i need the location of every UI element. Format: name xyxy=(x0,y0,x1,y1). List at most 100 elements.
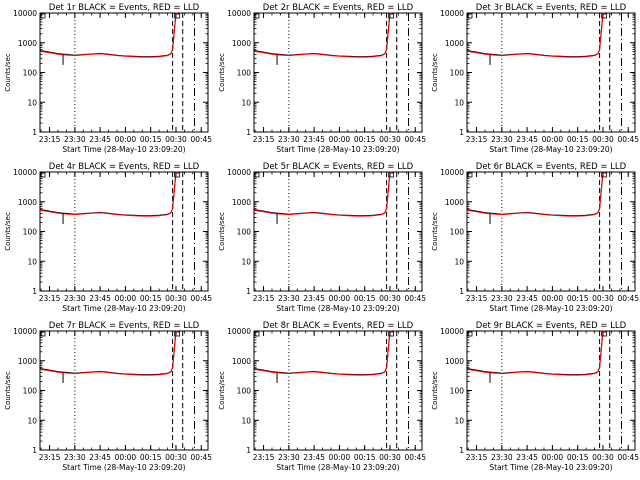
x-axis-label: Start Time (28-May-10 23:09:20) xyxy=(489,304,612,313)
x-tick-label: 00:15 xyxy=(140,135,162,144)
x-tick-label: 23:30 xyxy=(64,453,86,462)
y-tick-label: 1000 xyxy=(445,357,464,366)
x-tick-label: 23:15 xyxy=(466,135,488,144)
y-tick-label: 1 xyxy=(246,128,251,137)
x-tick-label: 00:45 xyxy=(617,135,639,144)
x-tick-label: 23:45 xyxy=(516,135,538,144)
x-tick-label: 23:30 xyxy=(491,453,513,462)
panel-title: Det 8r BLACK = Events, RED = LLD xyxy=(263,321,414,331)
x-tick-label: 00:15 xyxy=(140,294,162,303)
chart-panel-8r: Det 8r BLACK = Events, RED = LLD Counts/s… xyxy=(218,321,426,472)
y-tick-label: 1000 xyxy=(18,39,37,48)
x-tick-label: 00:30 xyxy=(165,294,187,303)
x-axis-label: Start Time (28-May-10 23:09:20) xyxy=(276,145,399,154)
y-tick-label: 1000 xyxy=(232,357,251,366)
y-axis-label: Counts/sec xyxy=(218,53,226,92)
lld-series-line xyxy=(466,12,605,58)
chart-panel-2r: Det 2r BLACK = Events, RED = LLD Counts/s… xyxy=(218,3,426,154)
y-axis-label: Counts/sec xyxy=(431,53,439,92)
x-tick-label: 00:00 xyxy=(329,294,351,303)
x-axis-label: Start Time (28-May-10 23:09:20) xyxy=(62,145,185,154)
events-series-line xyxy=(39,12,178,58)
x-tick-label: 23:30 xyxy=(491,294,513,303)
x-tick-label: 00:30 xyxy=(379,135,401,144)
y-tick-label: 10 xyxy=(241,257,251,266)
x-tick-label: 23:15 xyxy=(253,135,275,144)
chart-panel-5r: Det 5r BLACK = Events, RED = LLD Counts/s… xyxy=(218,162,426,313)
x-tick-label: 00:30 xyxy=(379,294,401,303)
y-tick-label: 10000 xyxy=(440,9,464,18)
x-tick-label: 00:45 xyxy=(617,453,639,462)
x-tick-label: 23:45 xyxy=(516,453,538,462)
series-peak-marker xyxy=(601,13,608,19)
x-tick-label: 00:00 xyxy=(329,135,351,144)
y-tick-label: 10 xyxy=(241,416,251,425)
x-tick-label: 23:30 xyxy=(278,135,300,144)
series-peak-marker xyxy=(174,172,181,178)
events-series-line xyxy=(466,12,605,58)
series-top-marker xyxy=(254,172,260,178)
x-tick-label: 00:00 xyxy=(542,135,564,144)
y-tick-label: 1000 xyxy=(445,198,464,207)
y-axis-label: Counts/sec xyxy=(4,53,12,92)
chart-panel-3r: Det 3r BLACK = Events, RED = LLD Counts/s… xyxy=(431,3,639,154)
panel-title: Det 7r BLACK = Events, RED = LLD xyxy=(49,321,200,331)
lld-series-line xyxy=(39,12,178,58)
x-tick-label: 00:15 xyxy=(567,294,589,303)
lld-series-line xyxy=(253,330,392,376)
x-tick-label: 23:45 xyxy=(89,294,111,303)
y-tick-label: 1000 xyxy=(445,39,464,48)
x-axis-label: Start Time (28-May-10 23:09:20) xyxy=(489,463,612,472)
panel-title: Det 3r BLACK = Events, RED = LLD xyxy=(476,3,627,13)
events-series-line xyxy=(466,171,605,217)
x-tick-label: 00:30 xyxy=(592,294,614,303)
y-tick-label: 1 xyxy=(459,446,464,455)
series-top-marker xyxy=(40,331,46,337)
series-top-marker xyxy=(467,13,473,19)
x-tick-label: 23:15 xyxy=(39,453,61,462)
panel-title: Det 6r BLACK = Events, RED = LLD xyxy=(476,162,627,172)
x-tick-label: 23:45 xyxy=(89,453,111,462)
x-tick-label: 00:15 xyxy=(140,453,162,462)
lld-series-line xyxy=(253,171,392,217)
x-tick-label: 23:15 xyxy=(253,453,275,462)
y-tick-label: 1 xyxy=(32,446,37,455)
chart-panel-1r: Det 1r BLACK = Events, RED = LLD Counts/s… xyxy=(4,3,212,154)
y-tick-label: 100 xyxy=(450,228,465,237)
y-tick-label: 10 xyxy=(454,416,464,425)
y-axis-label: Counts/sec xyxy=(4,212,12,251)
y-tick-label: 10000 xyxy=(227,327,251,336)
x-tick-label: 23:45 xyxy=(89,135,111,144)
panel-title: Det 9r BLACK = Events, RED = LLD xyxy=(476,321,627,331)
chart-panel-7r: Det 7r BLACK = Events, RED = LLD Counts/s… xyxy=(4,321,212,472)
x-axis-label: Start Time (28-May-10 23:09:20) xyxy=(62,304,185,313)
y-tick-label: 1 xyxy=(32,287,37,296)
y-tick-label: 10 xyxy=(27,98,37,107)
x-tick-label: 00:15 xyxy=(567,135,589,144)
x-tick-label: 23:15 xyxy=(466,453,488,462)
panel-title: Det 2r BLACK = Events, RED = LLD xyxy=(263,3,414,13)
x-tick-label: 23:15 xyxy=(39,135,61,144)
lld-series-line xyxy=(39,171,178,217)
x-tick-label: 23:30 xyxy=(491,135,513,144)
y-tick-label: 1 xyxy=(246,287,251,296)
y-tick-label: 1 xyxy=(246,446,251,455)
y-tick-label: 100 xyxy=(23,228,38,237)
x-tick-label: 00:15 xyxy=(354,294,376,303)
y-tick-label: 10 xyxy=(27,416,37,425)
y-axis-label: Counts/sec xyxy=(4,371,12,410)
y-tick-label: 100 xyxy=(237,228,252,237)
y-tick-label: 100 xyxy=(23,69,38,78)
events-series-line xyxy=(253,171,392,217)
x-tick-label: 23:30 xyxy=(278,294,300,303)
x-tick-label: 00:15 xyxy=(354,453,376,462)
series-top-marker xyxy=(40,13,46,19)
x-tick-label: 00:45 xyxy=(617,294,639,303)
series-top-marker xyxy=(254,13,260,19)
x-tick-label: 00:15 xyxy=(354,135,376,144)
y-axis-label: Counts/sec xyxy=(431,212,439,251)
x-tick-label: 23:30 xyxy=(278,453,300,462)
y-tick-label: 10000 xyxy=(13,9,37,18)
x-tick-label: 00:45 xyxy=(190,453,212,462)
